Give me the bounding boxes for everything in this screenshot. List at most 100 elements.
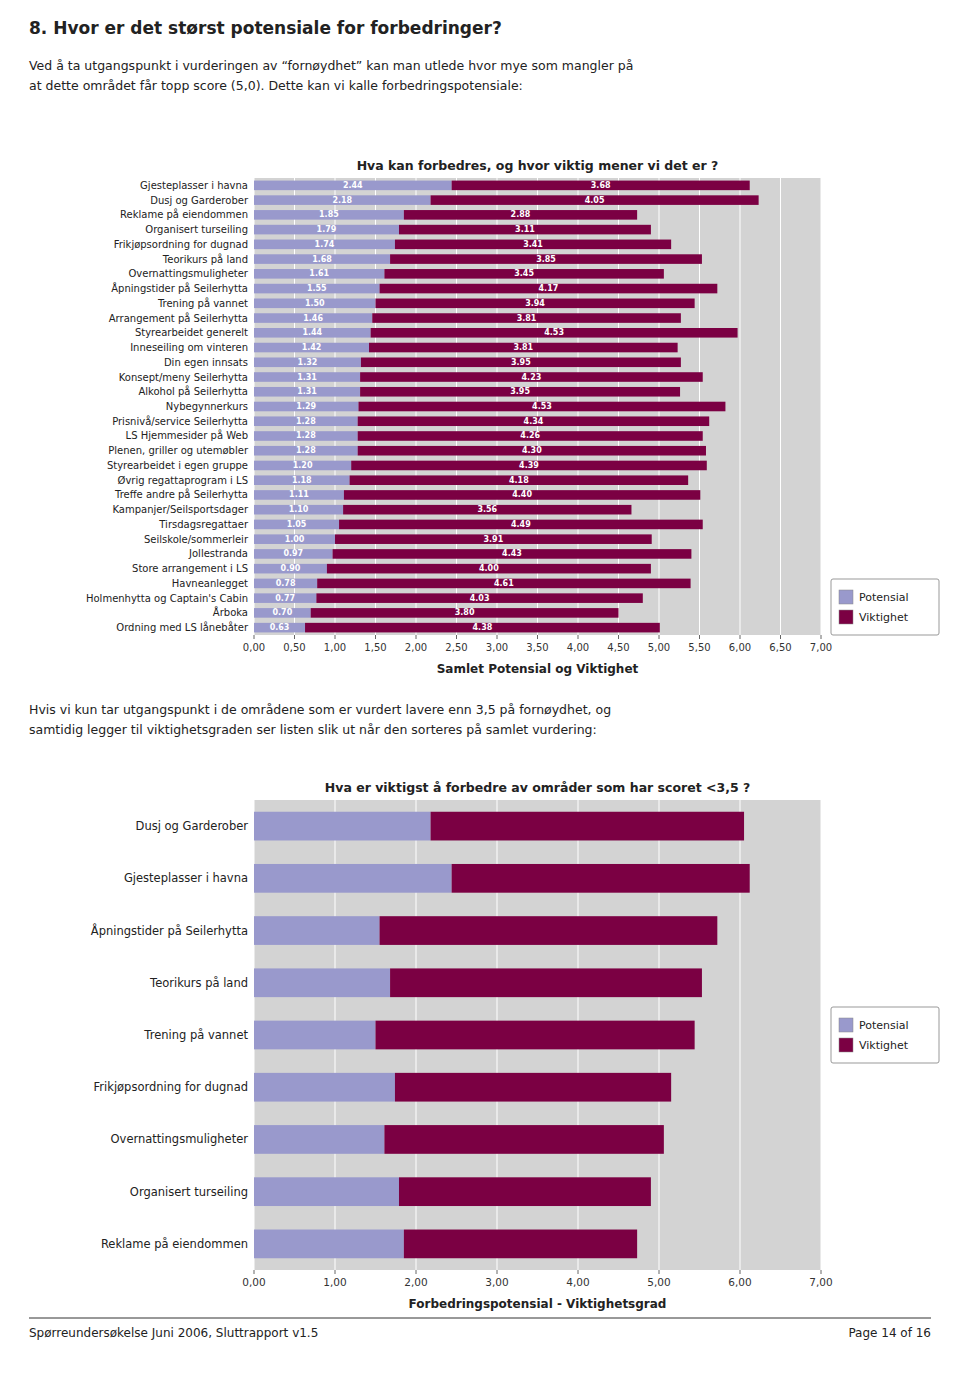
tick-label: 3,00 <box>486 642 508 653</box>
bar-segment <box>384 1125 663 1154</box>
data-label: 1.85 <box>319 210 339 219</box>
tick-mark <box>780 635 781 639</box>
tick-mark <box>537 635 538 639</box>
tick-label: 2,00 <box>405 642 427 653</box>
data-label: 1.18 <box>292 476 312 485</box>
tick-label: 0,00 <box>242 1276 265 1288</box>
data-label: 1.31 <box>297 373 317 382</box>
data-label: 1.28 <box>296 446 316 455</box>
data-label: 0.78 <box>276 579 296 588</box>
category-label: Overnattingsmuligheter <box>111 1132 249 1146</box>
category-label: Frikjøpsordning for dugnad <box>94 1080 248 1094</box>
paragraph: Ved å ta utgangspunkt i vurderingen av “… <box>29 58 633 93</box>
bar-segment <box>305 623 660 633</box>
bar-segment <box>254 1021 376 1050</box>
bar-segment <box>254 254 390 264</box>
bar-segment <box>254 328 371 338</box>
category-label: Store arrangement i LS <box>132 563 248 574</box>
bar-segment <box>254 608 311 618</box>
data-label: 1.55 <box>307 284 327 293</box>
data-label: 1.28 <box>296 417 316 426</box>
data-label: 1.74 <box>315 240 335 249</box>
plot-background <box>254 178 821 635</box>
data-label: 4.26 <box>520 431 540 440</box>
data-label: 1.00 <box>285 535 305 544</box>
bar-segment <box>254 284 380 294</box>
legend: PotensialViktighet <box>831 1007 939 1063</box>
category-label: Jollestranda <box>188 548 248 559</box>
chart: 0,001,002,003,004,005,006,007,00Dusj og … <box>91 780 939 1311</box>
category-label: Havneanlegget <box>172 578 248 589</box>
bar-segment <box>404 1230 637 1259</box>
category-label: Treffe andre på Seilerhytta <box>114 488 248 500</box>
axis-label: Samlet Potensial og Viktighet <box>437 662 639 676</box>
data-label: 4.53 <box>532 402 552 411</box>
legend-box <box>831 579 939 635</box>
bar-segment <box>254 461 351 471</box>
bar-segment <box>254 181 452 191</box>
category-label: Konsept/meny Seilerhytta <box>119 372 248 383</box>
bar-segment <box>317 579 690 589</box>
bar-segment <box>376 1021 695 1050</box>
bar-segment <box>254 579 317 589</box>
tick-label: 0,00 <box>243 642 265 653</box>
axis-label: Forbedringspotensial - Viktighetsgrad <box>409 1297 667 1311</box>
data-label: 4.18 <box>509 476 529 485</box>
data-label: 3.81 <box>513 343 533 352</box>
data-label: 1.28 <box>296 431 316 440</box>
category-label: Inneseiling om vinteren <box>130 342 248 353</box>
bar-segment <box>384 269 663 279</box>
data-label: 1.10 <box>289 505 309 514</box>
data-label: 4.03 <box>470 594 490 603</box>
category-label: Ordning med LS lånebåter <box>116 621 249 633</box>
legend-label: Potensial <box>859 1019 909 1032</box>
tick-mark <box>497 1270 498 1274</box>
tick-label: 7,00 <box>810 642 832 653</box>
data-label: 4.38 <box>473 623 493 632</box>
bar-segment <box>254 475 350 485</box>
bar-segment <box>254 402 358 412</box>
bar-segment <box>344 490 700 500</box>
tick-mark <box>294 635 295 639</box>
legend-label: Viktighet <box>859 611 909 624</box>
page: 8. Hvor er det størst potensiale for for… <box>0 0 960 1373</box>
data-label: 2.44 <box>343 181 363 190</box>
data-label: 0.97 <box>283 549 303 558</box>
bar-segment <box>254 416 358 426</box>
grid-line <box>821 178 822 635</box>
data-label: 0.77 <box>275 594 295 603</box>
tick-mark <box>578 635 579 639</box>
data-label: 1.20 <box>293 461 313 470</box>
bar-segment <box>254 1230 404 1259</box>
tick-label: 5,00 <box>647 1276 670 1288</box>
data-label: 3.95 <box>511 358 531 367</box>
bar-segment <box>376 299 695 309</box>
bar-segment <box>327 564 651 574</box>
tick-mark <box>740 1270 741 1274</box>
bar-segment <box>395 1073 671 1102</box>
category-label: Holmenhytta og Captain's Cabin <box>86 593 248 604</box>
tick-mark <box>254 1270 255 1274</box>
data-label: 3.91 <box>483 535 503 544</box>
data-label: 3.81 <box>517 314 537 323</box>
bar-segment <box>380 916 718 945</box>
bar-segment <box>360 372 703 382</box>
data-label: 4.05 <box>585 196 605 205</box>
data-label: 4.34 <box>524 417 544 426</box>
data-label: 4.40 <box>512 490 532 499</box>
category-label: Alkohol på Seilerhytta <box>138 385 248 397</box>
category-label: Organisert turseiling <box>145 224 248 235</box>
data-label: 1.11 <box>289 490 309 499</box>
tick-mark <box>375 635 376 639</box>
bar-segment <box>254 357 361 367</box>
data-label: 1.32 <box>298 358 318 367</box>
data-label: 4.39 <box>519 461 539 470</box>
bar-segment <box>339 520 703 530</box>
category-label: Overnattingsmuligheter <box>128 268 248 279</box>
bar-segment <box>404 210 637 220</box>
tick-mark <box>416 1270 417 1274</box>
tick-mark <box>699 635 700 639</box>
tick-mark <box>659 635 660 639</box>
bar-segment <box>254 490 344 500</box>
tick-label: 2,00 <box>404 1276 427 1288</box>
